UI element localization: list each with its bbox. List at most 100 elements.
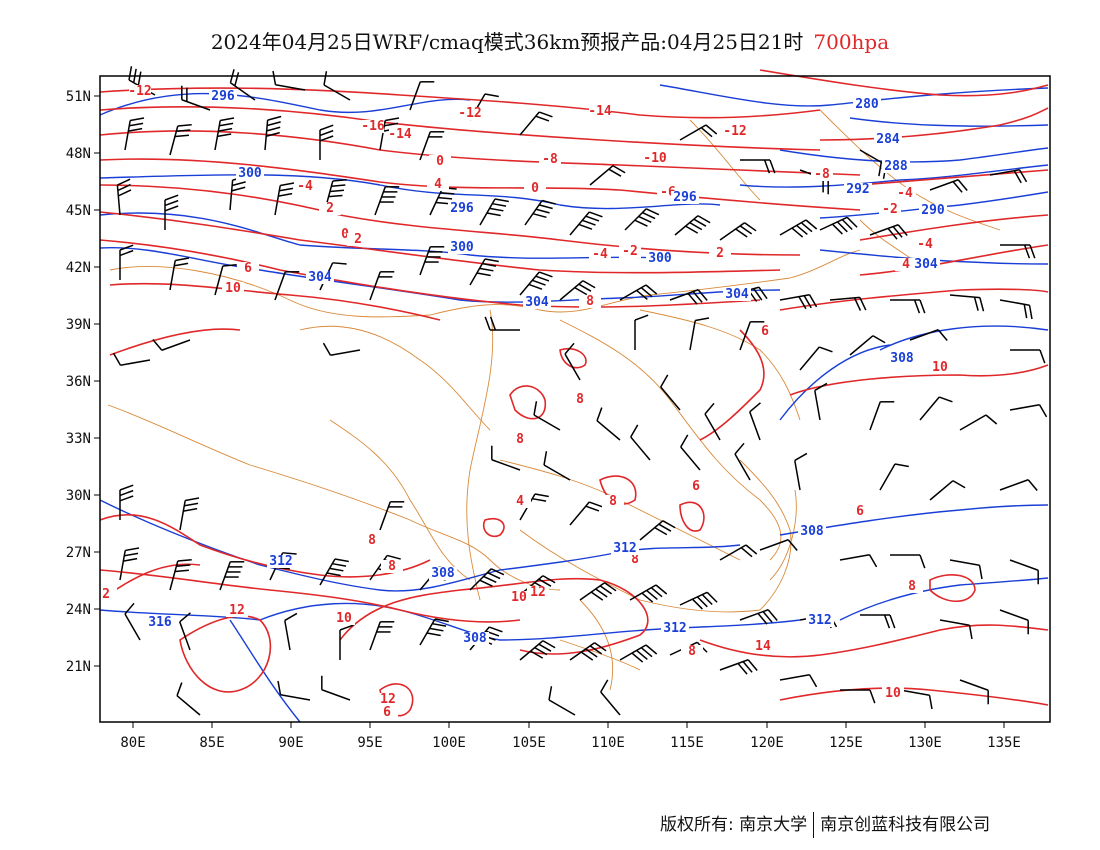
boundary-line — [769, 489, 797, 581]
wind-barb-flag — [118, 189, 132, 197]
wind-barb-flag — [595, 588, 608, 598]
height-contour — [779, 504, 1049, 536]
wind-barb-flag — [808, 674, 818, 688]
label-halo — [427, 178, 449, 191]
height-label: 312 — [663, 621, 686, 636]
wind-barb-flag — [878, 162, 883, 177]
wind-barb — [491, 459, 521, 471]
wind-barb — [569, 642, 596, 661]
label-halo — [879, 203, 901, 216]
temperature-contour — [699, 624, 1049, 658]
wind-barb — [284, 620, 291, 651]
wind-barb-flag — [928, 695, 933, 710]
wind-barb-flag — [543, 451, 548, 466]
wind-barb-flag — [753, 288, 763, 301]
wind-barb — [849, 335, 874, 356]
wind-barb-flag — [494, 198, 509, 203]
label-halo — [882, 160, 910, 173]
wind-barb-flag — [217, 133, 232, 138]
wind-barb-flag — [119, 249, 134, 257]
wind-barb-flag — [218, 127, 233, 132]
wind-barb — [959, 679, 989, 691]
temperature-label: 10 — [885, 686, 901, 701]
wind-barb — [939, 619, 970, 626]
wind-barb — [330, 349, 361, 356]
label-halo — [709, 247, 731, 260]
temperature-label: 4 — [434, 177, 442, 192]
wind-barb-flag — [692, 291, 703, 303]
wind-barb-flag — [763, 159, 771, 174]
wind-barb-flag — [533, 401, 538, 416]
label-halo — [509, 495, 531, 508]
label-halo — [222, 282, 244, 295]
wind-barb-flag — [749, 402, 761, 413]
wind-barb-flag — [745, 544, 758, 555]
temperature-labels: -12-16-14-12 -14-12-8 -10-8-6 -4-20-420 2610… — [95, 84, 951, 720]
label-halo — [579, 295, 601, 308]
footer-company: 南京创蓝科技有限公司 — [820, 815, 991, 835]
wind-barb — [564, 353, 581, 381]
wind-barb-flag — [636, 289, 648, 300]
wind-barb-flag — [323, 71, 328, 86]
wind-barb-flag — [697, 215, 711, 224]
wind-barb-flag — [696, 596, 708, 608]
wind-barb-flag — [234, 72, 240, 87]
wind-barb-flag — [534, 647, 548, 656]
label-halo — [901, 580, 923, 593]
wind-barb — [839, 554, 870, 561]
wind-barb — [124, 120, 131, 151]
temperature-contour — [99, 158, 861, 211]
wind-barb-flag — [645, 284, 658, 295]
wind-barb-flag — [219, 122, 234, 127]
height-label: 304 — [308, 270, 332, 285]
geopotential-contours — [99, 84, 1049, 723]
wind-barb-flag — [695, 317, 710, 322]
wind-barb-flag — [124, 602, 135, 615]
temperature-label: 12 — [229, 603, 245, 618]
wind-barb-flag — [687, 292, 698, 305]
wind-barb — [119, 550, 126, 581]
wind-barb-flag — [492, 202, 507, 207]
wind-barb-flag — [535, 115, 550, 122]
temperature-label: -12 — [458, 106, 481, 121]
lat-label: 21N — [66, 659, 91, 675]
wind-barb-flag — [740, 547, 753, 558]
wind-barb-flag — [332, 179, 347, 182]
wind-barb — [799, 346, 820, 371]
wind-barb-flag — [685, 225, 699, 234]
wind-barb — [179, 621, 191, 651]
label-halo — [226, 604, 248, 617]
temperature-contour — [699, 329, 765, 441]
wind-barb-flag — [332, 562, 347, 567]
wind-barb-flag — [485, 630, 500, 637]
height-contour — [99, 212, 661, 259]
wind-barb-flag — [939, 396, 953, 403]
wind-barb-flag — [735, 228, 748, 238]
temperature-label: -4 — [592, 247, 608, 262]
lat-label: 39N — [66, 317, 91, 333]
wind-barb-flag — [646, 589, 658, 600]
temperature-label: 8 — [609, 494, 617, 509]
wind-barb — [879, 463, 896, 491]
wind-barb-flag — [1038, 404, 1048, 418]
label-halo — [849, 505, 871, 518]
wind-barb-flag — [638, 215, 652, 224]
wind-barb-flag — [128, 66, 133, 81]
wind-barb — [519, 111, 540, 136]
footer-separator — [813, 812, 815, 838]
temperature-contour — [509, 385, 546, 420]
wind-barb-flag — [564, 342, 575, 355]
temperature-contour — [859, 244, 1049, 276]
label-halo — [752, 640, 774, 653]
wind-barb-flag — [177, 124, 192, 127]
height-contour — [779, 147, 1049, 163]
lat-label: 45N — [66, 203, 91, 219]
label-halo — [146, 616, 174, 629]
height-label: 300 — [648, 251, 672, 266]
wind-barb-flag — [432, 622, 447, 627]
label-halo — [919, 204, 947, 217]
wind-barb — [909, 329, 939, 341]
label-halo — [914, 238, 936, 251]
temperature-label: -14 — [588, 104, 612, 119]
